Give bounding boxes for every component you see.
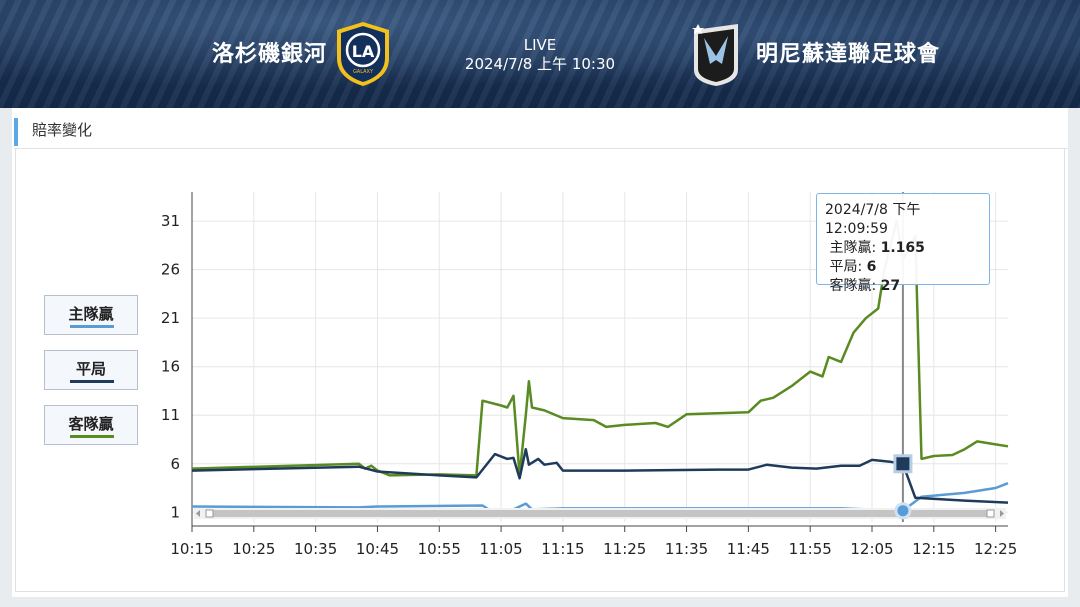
svg-text:GALAXY: GALAXY (353, 69, 374, 75)
legend-swatch (70, 325, 114, 328)
legend-label: 客隊贏 (68, 415, 114, 433)
match-header: 洛杉磯銀河 LA GALAXY LIVE 2024/7/8 上午 10:30 明… (0, 0, 1080, 108)
tooltip-row: 客隊贏: 27 (829, 278, 901, 294)
chart-frame (15, 149, 1065, 592)
legend-draw-button[interactable]: 平局 (44, 350, 138, 390)
match-info: LIVE 2024/7/8 上午 10:30 (440, 36, 640, 74)
minnesota-united-logo-icon (692, 24, 738, 86)
legend-label: 平局 (75, 360, 106, 378)
legend-away-win-button[interactable]: 客隊贏 (44, 405, 138, 445)
tooltip-time: 2024/7/8 下午 12:09:59 (825, 202, 921, 237)
live-status: LIVE (523, 36, 557, 54)
legend-label: 主隊贏 (68, 305, 114, 323)
match-datetime: 2024/7/8 上午 10:30 (464, 55, 616, 73)
la-galaxy-logo-icon: LA GALAXY (337, 22, 389, 86)
panel-title: 賠率變化 (14, 118, 92, 146)
legend-swatch (70, 435, 114, 438)
divider (14, 148, 1068, 149)
away-team-name: 明尼蘇達聯足球會 (756, 42, 941, 67)
svg-text:LA: LA (352, 42, 375, 61)
home-team-name: 洛杉磯銀河 (212, 42, 328, 67)
tooltip-row: 主隊贏: 1.165 (829, 240, 925, 256)
legend-swatch (70, 380, 114, 383)
odds-panel: 賠率變化 (12, 108, 1068, 597)
tooltip-row: 平局: 6 (829, 259, 877, 275)
legend-home-win-button[interactable]: 主隊贏 (44, 295, 138, 335)
hover-tooltip: 2024/7/8 下午 12:09:59 主隊贏: 1.165 平局: 6 客隊… (816, 193, 990, 294)
